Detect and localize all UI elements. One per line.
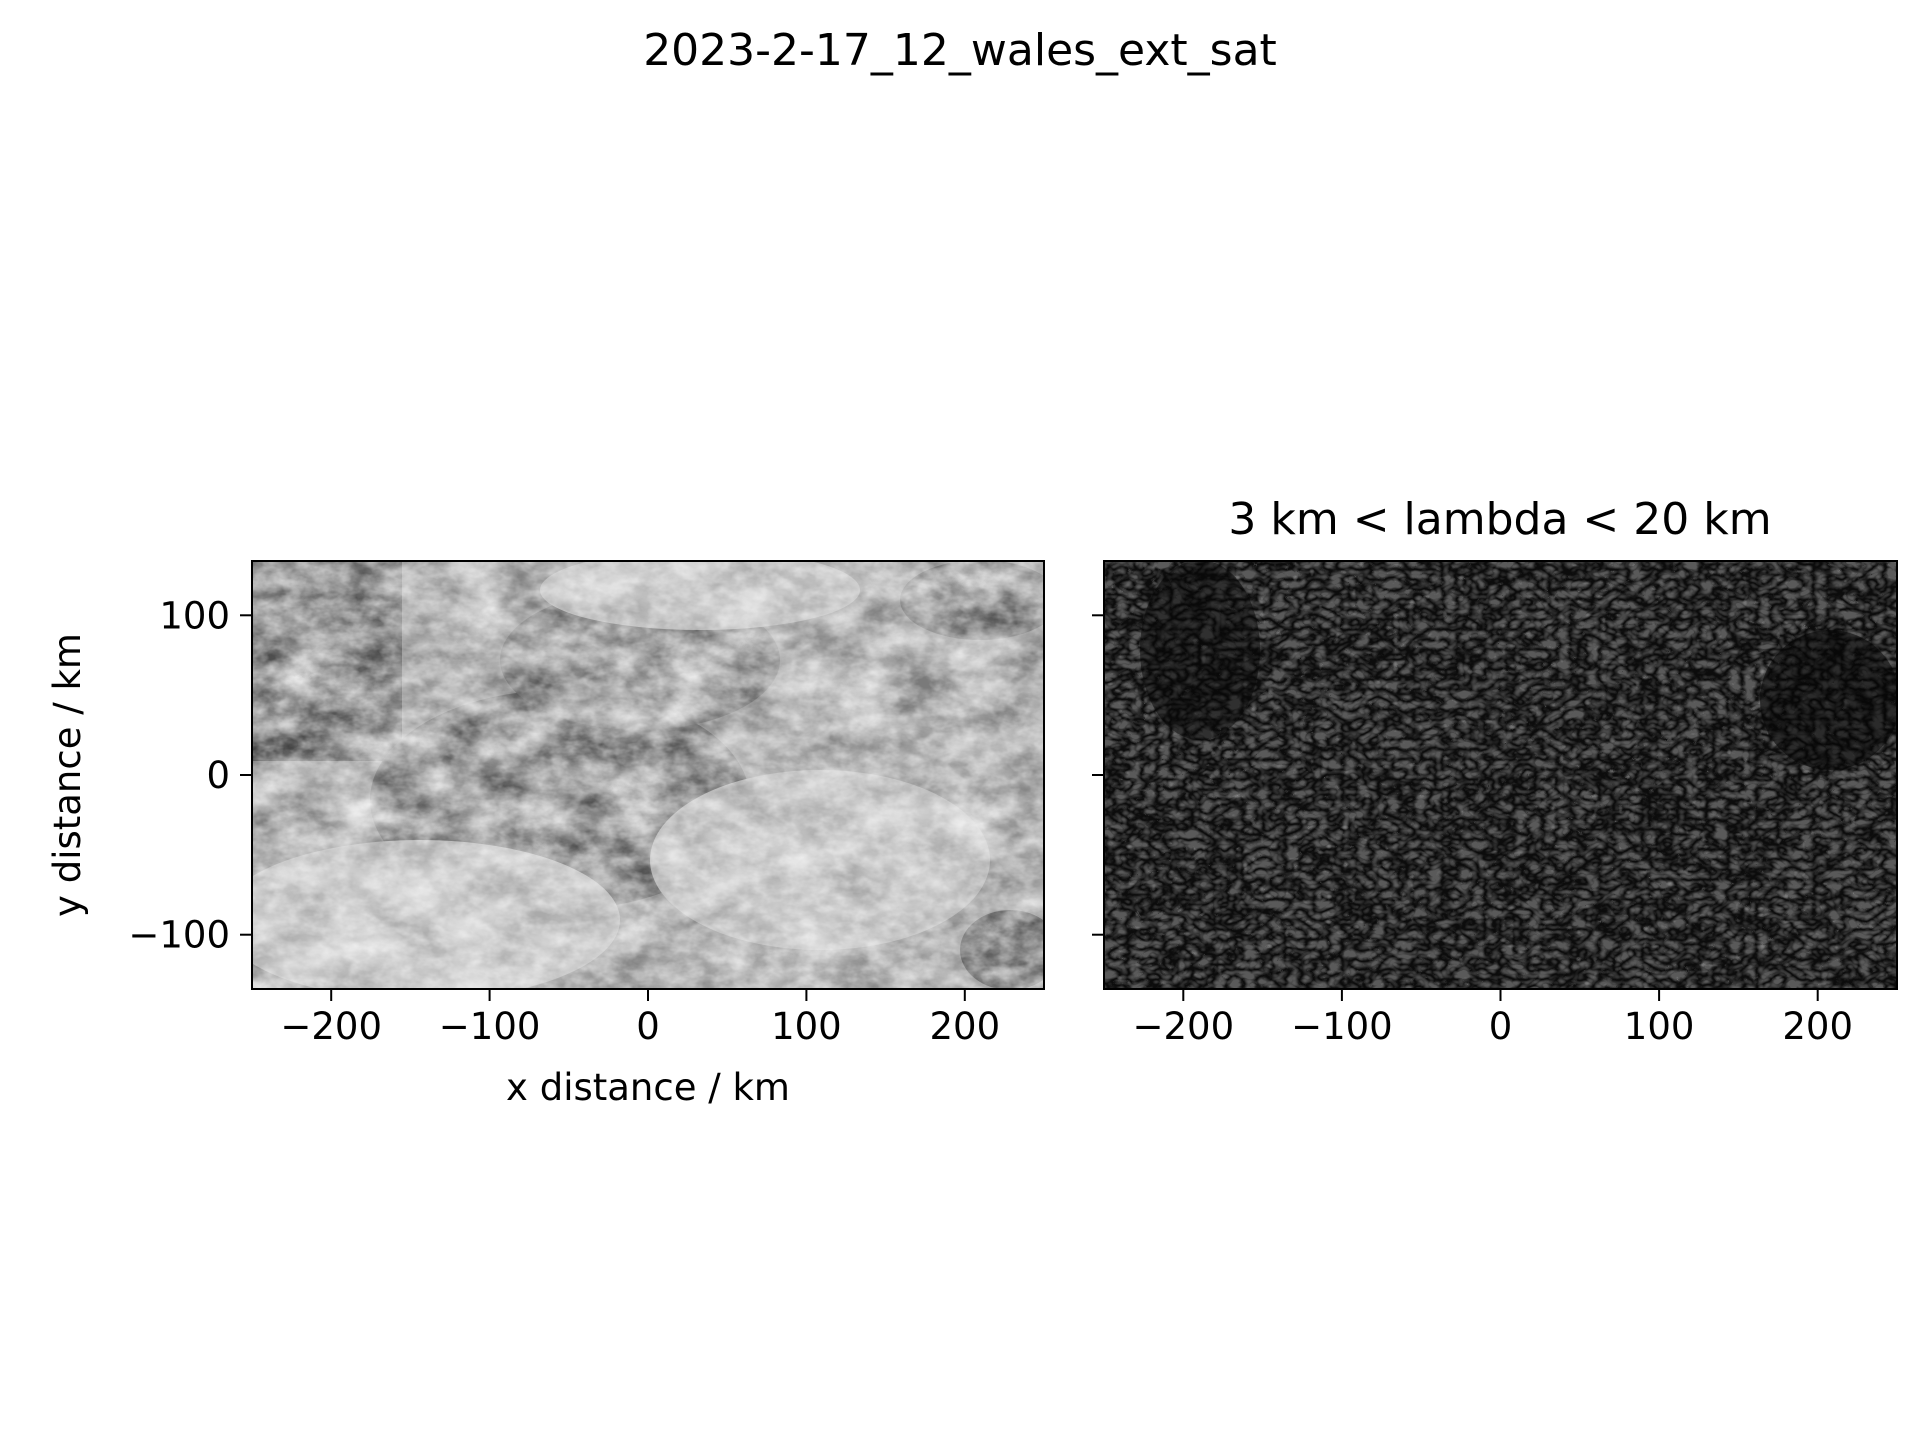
panel-a-xtick-label: 100 <box>771 1005 842 1048</box>
panel-a-ytick-label: 0 <box>206 754 230 797</box>
panel-b-xtick-label: 100 <box>1624 1005 1695 1048</box>
panel-a-xtick-label: 200 <box>929 1005 1000 1048</box>
panel-a-ytick-label: −100 <box>128 914 230 957</box>
panel-b-xtick-label: 0 <box>1489 1005 1513 1048</box>
satellite-image-panel: −200 −100 0 100 200 −100 0 100 x distance / km y … <box>46 560 1045 1109</box>
satellite-axes: −200 −100 0 100 200 −100 0 100 x distance / km y … <box>46 594 1000 1109</box>
panel-b-xtick-label: −200 <box>1132 1005 1234 1048</box>
panel-a-xtick-label: −200 <box>280 1005 382 1048</box>
panel-a-xtick-label: 0 <box>636 1005 660 1048</box>
filtered-panel-title: 3 km < lambda < 20 km <box>1228 494 1771 545</box>
panel-b-xtick-label: −100 <box>1291 1005 1393 1048</box>
filtered-image-panel: 3 km < lambda < 20 km −200 −100 0 100 200 <box>1092 494 1898 1048</box>
panel-b-xtick-label: 200 <box>1782 1005 1853 1048</box>
filtered-axes: −200 −100 0 100 200 <box>1092 614 1853 1048</box>
filtered-image <box>1104 561 1897 989</box>
panel-a-ytick-label: 100 <box>159 594 230 637</box>
satellite-image <box>252 561 1044 989</box>
panel-a-ylabel: y distance / km <box>46 633 89 917</box>
panel-a-xtick-label: −100 <box>439 1005 541 1048</box>
panel-a-xlabel: x distance / km <box>506 1066 790 1109</box>
figure-title: 2023-2-17_12_wales_ext_sat <box>643 25 1277 76</box>
